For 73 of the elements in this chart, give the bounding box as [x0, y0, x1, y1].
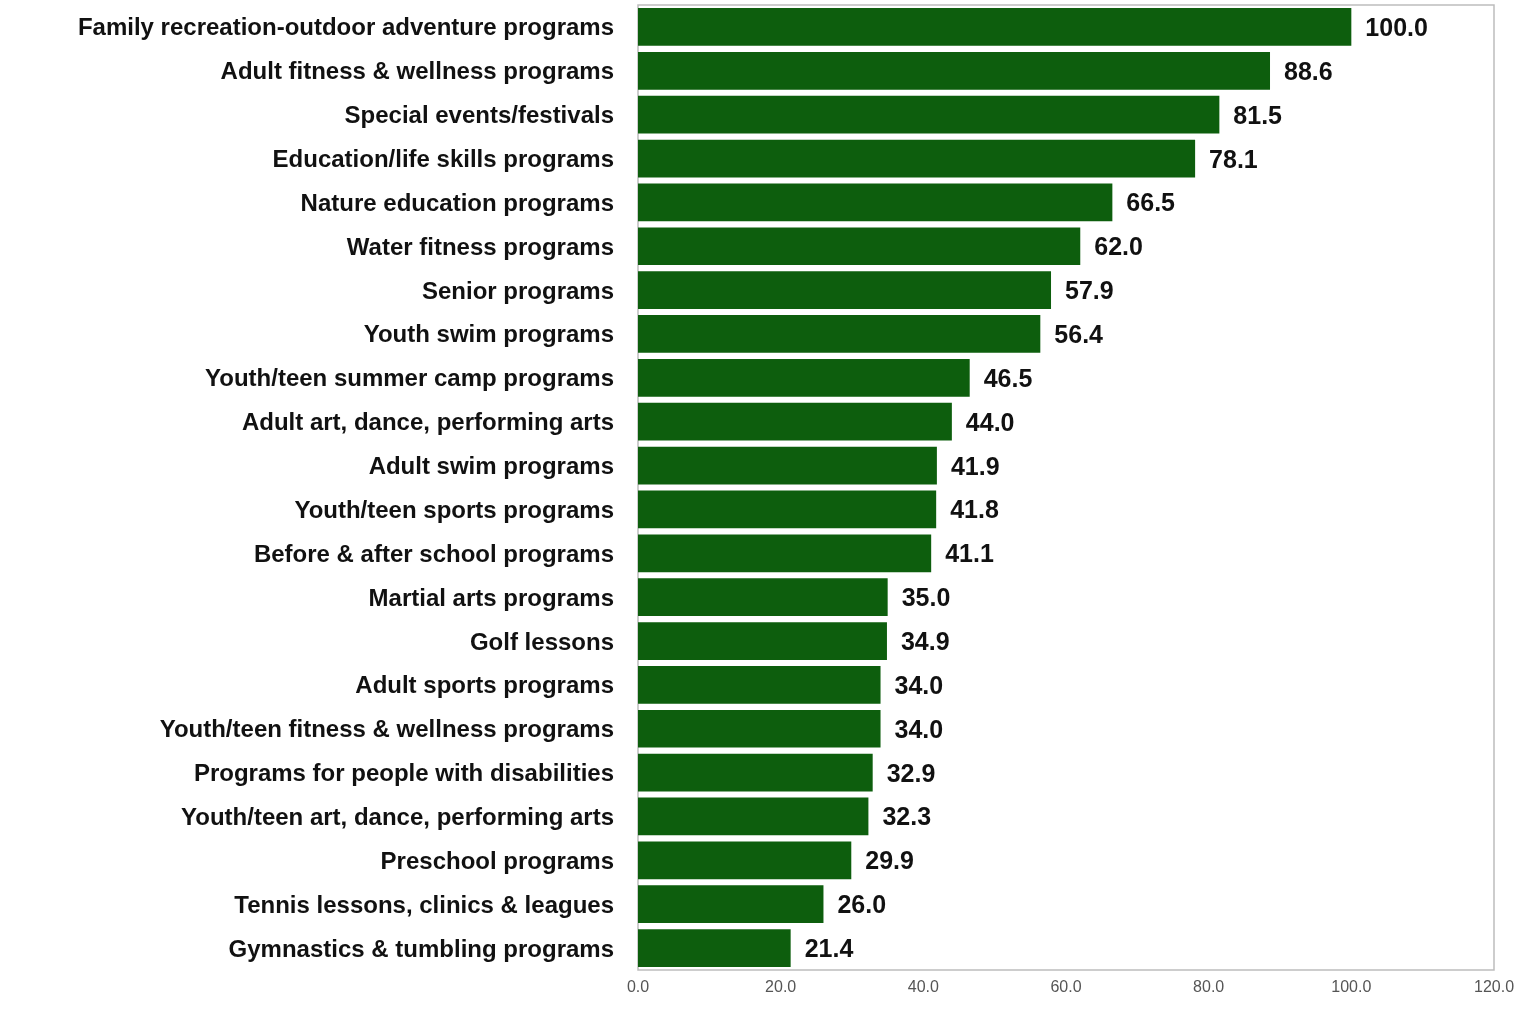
x-tick-label: 100.0 — [1331, 977, 1372, 995]
data-label: 34.0 — [894, 670, 944, 699]
data-label: 26.0 — [837, 890, 887, 919]
data-label: 56.4 — [1054, 319, 1104, 348]
y-tick-label: Adult swim programs — [368, 452, 614, 480]
bar — [638, 227, 1081, 266]
bar — [638, 929, 791, 967]
data-label: 41.1 — [945, 539, 994, 568]
data-label: 32.9 — [886, 758, 936, 787]
bar — [638, 402, 952, 441]
bar — [638, 490, 937, 529]
data-label: 78.1 — [1209, 144, 1258, 173]
x-tick-label: 20.0 — [765, 977, 797, 995]
data-label: 44.0 — [965, 407, 1015, 436]
y-tick-label: Martial arts programs — [368, 583, 614, 611]
data-label: 62.0 — [1094, 232, 1143, 261]
y-tick-label: Special events/festivals — [344, 101, 614, 129]
bar — [638, 183, 1113, 222]
x-tick-label: 80.0 — [1193, 977, 1225, 995]
data-label: 41.8 — [950, 495, 999, 524]
y-tick-label: Youth/teen fitness & wellness programs — [159, 715, 614, 743]
y-tick-label: Preschool programs — [380, 846, 614, 874]
data-label: 46.5 — [983, 363, 1033, 392]
y-tick-label: Before & after school programs — [253, 539, 614, 567]
data-label: 57.9 — [1065, 276, 1114, 305]
data-label: 35.0 — [901, 583, 951, 612]
bar — [638, 885, 824, 924]
bar — [638, 51, 1271, 90]
y-tick-label: Adult art, dance, performing arts — [241, 408, 614, 436]
bar — [638, 797, 869, 836]
data-label: 66.5 — [1126, 188, 1176, 217]
bar — [638, 841, 852, 880]
y-tick-label: Youth/teen summer camp programs — [205, 364, 614, 392]
bar — [638, 446, 937, 485]
y-tick-label: Tennis lessons, clinics & leagues — [234, 890, 614, 918]
y-tick-label: Adult fitness & wellness programs — [220, 57, 614, 85]
data-label: 34.9 — [900, 627, 950, 656]
y-tick-label: Youth/teen art, dance, performing arts — [181, 802, 614, 830]
bar — [638, 358, 970, 397]
bar — [638, 8, 1352, 46]
y-tick-label: Water fitness programs — [346, 232, 614, 260]
y-tick-label: Programs for people with disabilities — [193, 759, 614, 787]
bar — [638, 534, 932, 573]
y-tick-label: Family recreation-outdoor adventure programs — [77, 13, 614, 41]
bar — [638, 95, 1220, 134]
y-tick-label: Nature education programs — [300, 188, 614, 216]
data-label: 29.9 — [865, 846, 914, 875]
bar — [638, 753, 873, 792]
x-tick-label: 40.0 — [907, 977, 940, 995]
data-label: 41.9 — [950, 451, 1000, 480]
bar — [638, 709, 881, 748]
data-label: 88.6 — [1284, 56, 1333, 85]
y-tick-label: Golf lessons — [469, 627, 614, 655]
x-tick-label: 0.0 — [626, 977, 650, 995]
data-label: 32.3 — [882, 802, 932, 831]
bar — [638, 139, 1196, 178]
x-tick-label: 60.0 — [1050, 977, 1082, 995]
y-tick-label: Education/life skills programs — [272, 145, 614, 173]
bar — [638, 271, 1052, 309]
y-tick-label: Youth swim programs — [363, 320, 614, 348]
bar — [638, 315, 1041, 353]
data-label: 81.5 — [1233, 100, 1283, 129]
y-tick-label: Senior programs — [421, 276, 614, 304]
data-label: 100.0 — [1365, 12, 1428, 41]
data-label: 34.0 — [894, 714, 944, 743]
y-tick-label: Youth/teen sports programs — [294, 495, 614, 523]
x-tick-label: 120.0 — [1473, 977, 1515, 995]
y-tick-label: Gymnastics & tumbling programs — [228, 934, 614, 962]
bar — [638, 666, 881, 704]
data-label: 21.4 — [804, 934, 854, 963]
bar — [638, 578, 888, 617]
y-tick-label: Adult sports programs — [355, 671, 614, 699]
bar — [638, 622, 887, 660]
